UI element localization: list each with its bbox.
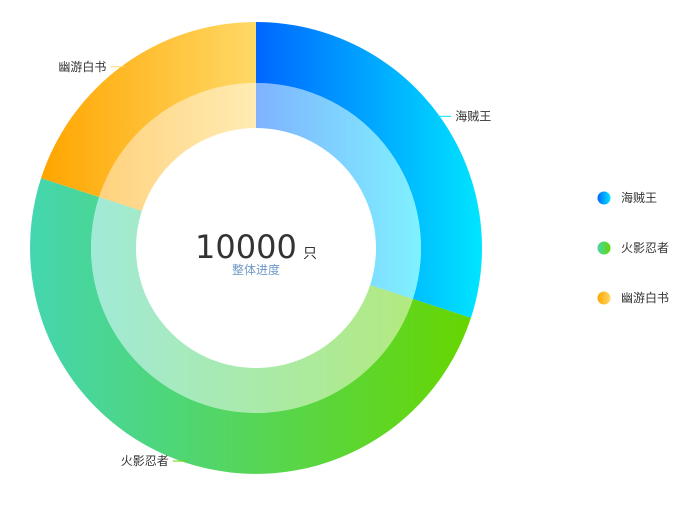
inner-slice-series-1[interactable] — [91, 197, 413, 413]
legend-label-series-0: 海贼王 — [621, 190, 657, 205]
legend-marker-series-0 — [597, 191, 611, 205]
legend-marker-series-2 — [597, 291, 611, 305]
center-total-value: 10000 — [195, 228, 297, 266]
slice-label-series-1: 火影忍者 — [121, 454, 169, 468]
outer-slice-series-1[interactable] — [30, 178, 471, 474]
legend-marker-series-1 — [597, 241, 611, 255]
outer-slice-series-2[interactable] — [41, 22, 257, 198]
slice-label-series-0: 海贼王 — [455, 108, 491, 123]
center-total: 10000 只 整体进度 — [195, 228, 317, 277]
inner-ring — [91, 83, 421, 413]
center-total-text: 10000 只 — [195, 228, 317, 266]
outer-ring — [30, 22, 482, 474]
center-caption: 整体进度 — [232, 262, 280, 277]
legend-item-series-0[interactable]: 海贼王 — [597, 190, 658, 205]
outer-slice-series-0[interactable] — [256, 22, 482, 318]
legend-label-series-2: 幽游白书 — [621, 290, 669, 305]
center-total-unit: 只 — [303, 246, 317, 262]
slice-label-series-2: 幽游白书 — [58, 59, 106, 74]
legend-item-series-1[interactable]: 火影忍者 — [597, 241, 670, 255]
legend-item-series-2[interactable]: 幽游白书 — [597, 290, 670, 305]
legend-label-series-1: 火影忍者 — [621, 241, 669, 255]
inner-slice-series-2[interactable] — [99, 83, 256, 211]
inner-slice-series-0[interactable] — [256, 83, 421, 299]
